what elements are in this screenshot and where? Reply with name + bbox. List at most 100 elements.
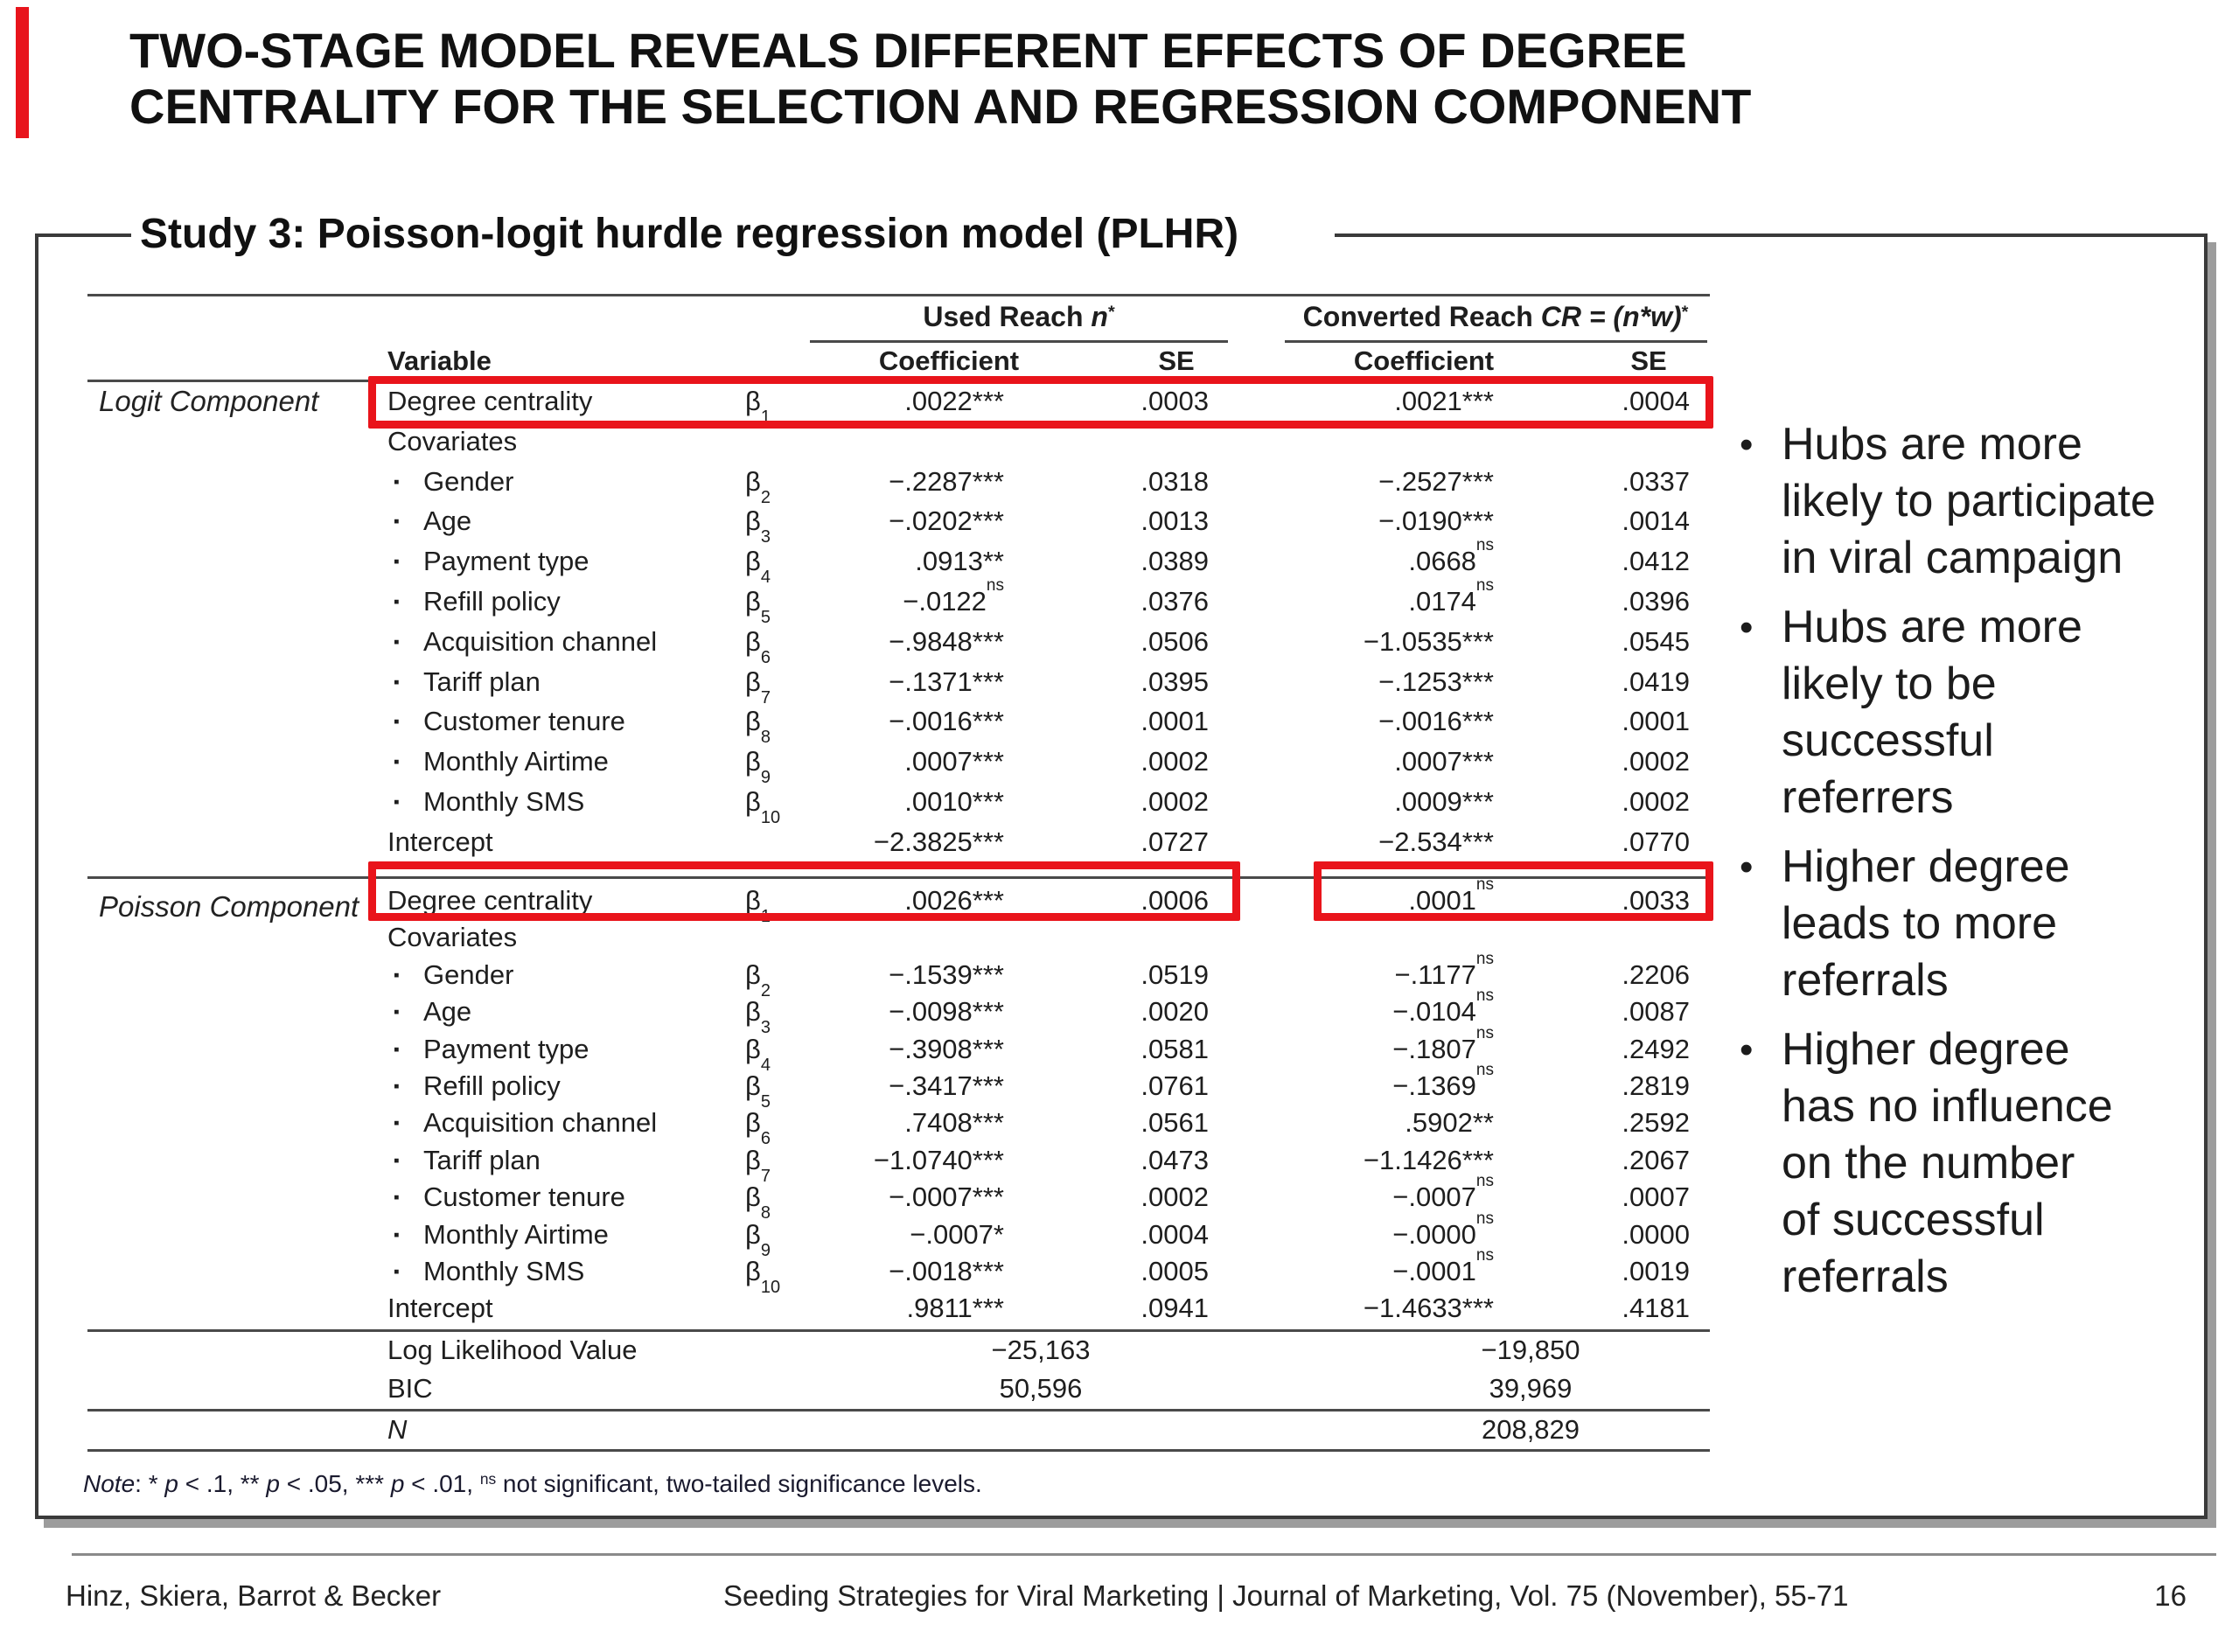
text-part: * <box>1681 303 1689 323</box>
coefficient-value: .0395 <box>1140 666 1209 697</box>
finding-line: likely to be <box>1782 659 1997 709</box>
significance-stars: *** <box>1461 505 1494 536</box>
finding-text: Hubs are more likely to be successful refer… <box>1782 599 2226 826</box>
variable-label: Gender <box>423 959 514 990</box>
col-header: SE <box>1630 345 1667 376</box>
coefficient-value: −.9848*** <box>889 626 1004 657</box>
table-row: ▪ Monthly SMS β10 .0010*** .0002 .0009*** .000… <box>0 785 1749 826</box>
covariate-bullet-icon: ▪ <box>394 713 400 731</box>
significance-stars: *** <box>1461 666 1494 697</box>
coefficient-value: −.3908*** <box>889 1034 1004 1064</box>
beta-subscript: 4 <box>760 1056 771 1076</box>
variable-label: Customer tenure <box>423 706 625 736</box>
table-row: ▪ Monthly SMS β10 −.0018*** .0005 −.0001ns .00… <box>0 1245 1749 1297</box>
coefficient-value: −.1807ns <box>1392 1023 1494 1064</box>
beta-subscript: 8 <box>760 1203 771 1223</box>
table-row: Intercept −2.3825*** .0727 −2.534*** .0770 <box>0 826 1749 859</box>
beta-symbol: β3 <box>745 996 771 1038</box>
finding-line: Hubs are more <box>1782 419 2082 470</box>
covariate-bullet-icon: ▪ <box>394 633 400 652</box>
finding-line: Higher degree <box>1782 1024 2070 1075</box>
coefficient-value: .0010*** <box>904 786 1004 817</box>
variable-label: Intercept <box>387 1293 493 1323</box>
variable-label: Covariates <box>387 426 518 457</box>
bullet-dot-icon: • <box>1740 1028 1754 1071</box>
finding-line: referrals <box>1782 955 1949 1006</box>
coefficient-value: .0376 <box>1140 586 1209 617</box>
significance-stars: *** <box>972 826 1004 857</box>
covariate-bullet-icon: ▪ <box>394 593 400 611</box>
table-rule <box>87 294 1710 296</box>
text-part: < .05, *** <box>279 1470 391 1497</box>
coefficient-value: −.0122ns <box>903 575 1004 617</box>
finding-line: on the number <box>1782 1138 2075 1188</box>
title-line1: TWO-STAGE MODEL REVEALS DIFFERENT EFFECT… <box>129 23 1687 78</box>
ns-marker: ns <box>1475 1060 1494 1079</box>
coefficient-value: .9811*** <box>906 1293 1004 1323</box>
coefficient-value: −.0016*** <box>1378 706 1494 736</box>
coefficient-value: .0002 <box>1140 786 1209 817</box>
coefficient-value: −1.1426*** <box>1363 1145 1494 1175</box>
finding-line: referrals <box>1782 1251 1949 1302</box>
coefficient-value: −.0202*** <box>889 505 1004 536</box>
coefficient-value: .0318 <box>1140 466 1209 497</box>
coefficient-value: .0007*** <box>1394 746 1494 777</box>
significance-stars: *** <box>1461 826 1494 857</box>
beta-subscript: 10 <box>760 1278 781 1298</box>
finding-item: • Higher degree has no influence on the num… <box>1736 1021 2226 1306</box>
ns-marker: ns <box>1475 575 1494 595</box>
stats-row: BIC 50,596 39,969 <box>0 1372 1749 1405</box>
beta-symbol: β2 <box>745 466 771 508</box>
variable-label: Degree centrality <box>387 885 593 916</box>
coefficient-value: .0014 <box>1622 505 1690 536</box>
variable-label: Acquisition channel <box>423 626 658 657</box>
table-row: ▪ Payment type β4 −.3908*** .0581 −.1807ns .24… <box>0 1023 1749 1075</box>
variable-label: Covariates <box>387 922 518 952</box>
coefficient-value: .0026*** <box>904 885 1004 916</box>
table-rule <box>87 1329 1710 1332</box>
significance-stars: * <box>993 1219 1004 1250</box>
coefficient-value: .0004 <box>1140 1219 1209 1250</box>
stats-value-converted: −19,850 <box>1481 1335 1580 1365</box>
coefficient-value: −.1177ns <box>1394 949 1494 990</box>
covariate-bullet-icon: ▪ <box>394 512 400 531</box>
coefficient-value: −.0001ns <box>1392 1245 1494 1286</box>
table-rule <box>810 340 1228 343</box>
footer-source: Seeding Strategies for Viral Marketing |… <box>723 1579 1849 1612</box>
coefficient-value: .0007*** <box>904 746 1004 777</box>
text-part: not significant, two-tailed significance… <box>496 1470 982 1497</box>
beta-subscript: 6 <box>760 648 771 668</box>
significance-stars: *** <box>972 1034 1004 1064</box>
group-header: Converted Reach CR = (n*w)* <box>1233 301 1758 337</box>
covariate-bullet-icon: ▪ <box>394 753 400 771</box>
key-findings-list: • Hubs are more likely to participate in vi… <box>1736 416 2226 1318</box>
col-header-variable: Variable <box>387 345 492 376</box>
coefficient-value: −.2527*** <box>1378 466 1494 497</box>
table-row: Degree centrality β1 .0022*** .0003 .0021***… <box>0 385 1749 426</box>
coefficient-value: −.0007*** <box>889 1181 1004 1212</box>
table-row: ▪ Customer tenure β8 −.0016*** .0001 −.0016**… <box>0 705 1749 746</box>
coefficient-value: .0013 <box>1140 505 1209 536</box>
beta-subscript: 3 <box>760 527 771 547</box>
coefficient-value: .0019 <box>1622 1256 1690 1286</box>
significance-stars: *** <box>972 959 1004 990</box>
coefficient-value: .0770 <box>1622 826 1690 857</box>
beta-symbol: β7 <box>745 666 771 708</box>
coefficient-value: .0033 <box>1622 885 1690 916</box>
text-part: * <box>1107 303 1115 323</box>
table-row: ▪ Gender β2 −.1539*** .0519 −.1177ns .2206 <box>0 949 1749 1000</box>
text-part: Note <box>83 1470 136 1497</box>
stats-row: N 208,829 <box>0 1413 1749 1446</box>
variable-label: Payment type <box>423 1034 589 1064</box>
coefficient-value: .0009*** <box>1394 786 1494 817</box>
significance-stars: *** <box>972 1256 1004 1286</box>
table-row: Degree centrality β1.0026*** .0006.0001ns.… <box>0 876 1749 926</box>
table-row: ▪ Refill policy β5 −.0122ns .0376 .0174ns .039… <box>0 575 1749 627</box>
ns-marker: ns <box>1475 535 1494 554</box>
col-header: Coefficient <box>1353 345 1495 376</box>
coefficient-value: .0174ns <box>1408 575 1494 617</box>
finding-line: Higher degree <box>1782 841 2070 892</box>
covariate-bullet-icon: ▪ <box>394 1114 400 1133</box>
variable-label: Gender <box>423 466 514 497</box>
ns-marker: ns <box>1475 986 1494 1005</box>
